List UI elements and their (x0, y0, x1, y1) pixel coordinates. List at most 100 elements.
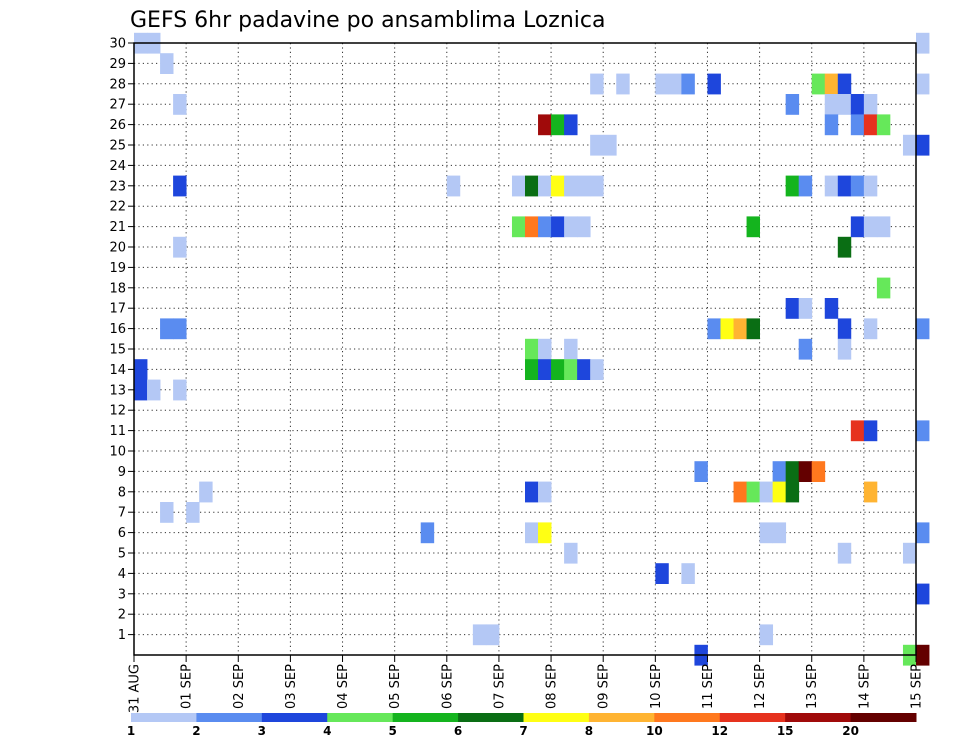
heatmap-cell (681, 73, 695, 95)
heatmap-cell (837, 236, 852, 258)
y-tick-label: 2 (118, 608, 126, 623)
heatmap-cell (916, 134, 930, 156)
x-tick-label: 07 SEP (492, 664, 507, 709)
heatmap-cell (173, 175, 187, 197)
heatmap-cell (785, 94, 800, 115)
x-tick-label: 15 SEP (910, 664, 925, 709)
legend-swatch (392, 713, 459, 722)
precipitation-cells (134, 32, 930, 666)
heatmap-cell (916, 644, 930, 666)
legend-swatch (588, 713, 655, 722)
heatmap-cell (616, 73, 630, 95)
heatmap-cell (655, 563, 669, 584)
heatmap-cell (759, 481, 774, 503)
heatmap-cell (863, 481, 878, 503)
legend-swatch (719, 713, 786, 722)
heatmap-cell (837, 338, 852, 360)
heatmap-cell (538, 359, 552, 380)
heatmap-cell (837, 94, 852, 115)
heatmap-cell (564, 542, 578, 564)
y-tick-label: 29 (109, 57, 126, 72)
y-tick-label: 17 (109, 302, 126, 317)
x-tick-label: 01 SEP (180, 664, 195, 709)
heatmap-cell (759, 522, 774, 544)
y-tick-label: 4 (118, 567, 126, 582)
heatmap-cell (590, 134, 604, 156)
heatmap-cell (472, 624, 487, 646)
legend-swatch (785, 713, 852, 722)
x-tick-label: 14 SEP (857, 664, 872, 709)
heatmap-cell (863, 94, 878, 115)
heatmap-cell (811, 73, 826, 95)
heatmap-cell (590, 73, 604, 95)
heatmap-cell (134, 359, 148, 380)
heatmap-cell (564, 114, 578, 136)
y-tick-label: 18 (109, 281, 126, 296)
heatmap-cell (759, 624, 774, 646)
heatmap-cell (824, 114, 839, 136)
heatmap-cell (863, 318, 878, 340)
heatmap-cell (824, 175, 839, 197)
legend-swatch (196, 713, 263, 722)
heatmap-cell (538, 114, 552, 136)
heatmap-cell (538, 522, 552, 544)
legend-swatch (458, 713, 524, 722)
heatmap-cell (590, 359, 604, 380)
y-tick-label: 20 (109, 241, 126, 256)
heatmap-cell (694, 461, 708, 482)
heatmap-cell (525, 481, 539, 503)
heatmap-cell (173, 236, 187, 258)
heatmap-cell (538, 216, 552, 238)
heatmap-cell (798, 338, 813, 360)
heatmap-cell (824, 73, 839, 95)
y-tick-label: 9 (118, 465, 126, 480)
legend-label: 20 (842, 724, 859, 738)
heatmap-cell (837, 318, 852, 340)
heatmap-cell (186, 502, 200, 523)
legend-label: 3 (258, 724, 266, 738)
heatmap-cell (798, 461, 813, 482)
heatmap-cell (916, 32, 930, 54)
heatmap-cell (199, 481, 213, 503)
legend-label: 2 (192, 724, 200, 738)
heatmap-cell (772, 461, 787, 482)
y-tick-label: 12 (109, 404, 126, 419)
heatmap-cell (511, 216, 526, 238)
legend-label: 7 (519, 724, 527, 738)
x-tick-label: 02 SEP (232, 664, 247, 709)
x-tick-label: 09 SEP (597, 664, 612, 709)
heatmap-cell (837, 73, 852, 95)
x-axis-ticks: 31 AUG 01 SEP 02 SEP 03 SEP 04 SEP 05 SEP 06 S… (128, 655, 925, 713)
heatmap-cell (798, 175, 813, 197)
heatmap-cell (160, 53, 174, 74)
heatmap-cell (863, 114, 878, 136)
heatmap-cell (916, 73, 930, 95)
legend-swatch (261, 713, 328, 722)
y-axis-ticks: 1234567891011121314151617181920212223242… (109, 37, 134, 643)
heatmap-cell (902, 542, 917, 564)
heatmap-cell (785, 481, 800, 503)
heatmap-cell (916, 318, 930, 340)
y-tick-label: 6 (118, 526, 126, 541)
heatmap-cell (850, 114, 865, 136)
heatmap-cell (577, 216, 591, 238)
y-tick-label: 19 (109, 261, 126, 276)
heatmap-cell (525, 338, 539, 360)
heatmap-cell (525, 359, 539, 380)
heatmap-cell (564, 338, 578, 360)
y-tick-label: 30 (109, 37, 126, 52)
legend-swatch (654, 713, 721, 722)
heatmap-cell (876, 114, 891, 136)
y-tick-label: 11 (109, 424, 126, 439)
legend-label: 15 (777, 724, 794, 738)
heatmap-cell (551, 359, 565, 380)
y-tick-label: 26 (109, 118, 126, 133)
heatmap-cell (564, 175, 578, 197)
heatmap-cell (876, 216, 891, 238)
chart-title: GEFS 6hr padavine po ansamblima Loznica (130, 8, 605, 33)
heatmap-cell (577, 175, 591, 197)
heatmap-cell (538, 481, 552, 503)
legend-label: 12 (711, 724, 728, 738)
legend-label: 10 (646, 724, 663, 738)
legend-label: 5 (388, 724, 396, 738)
